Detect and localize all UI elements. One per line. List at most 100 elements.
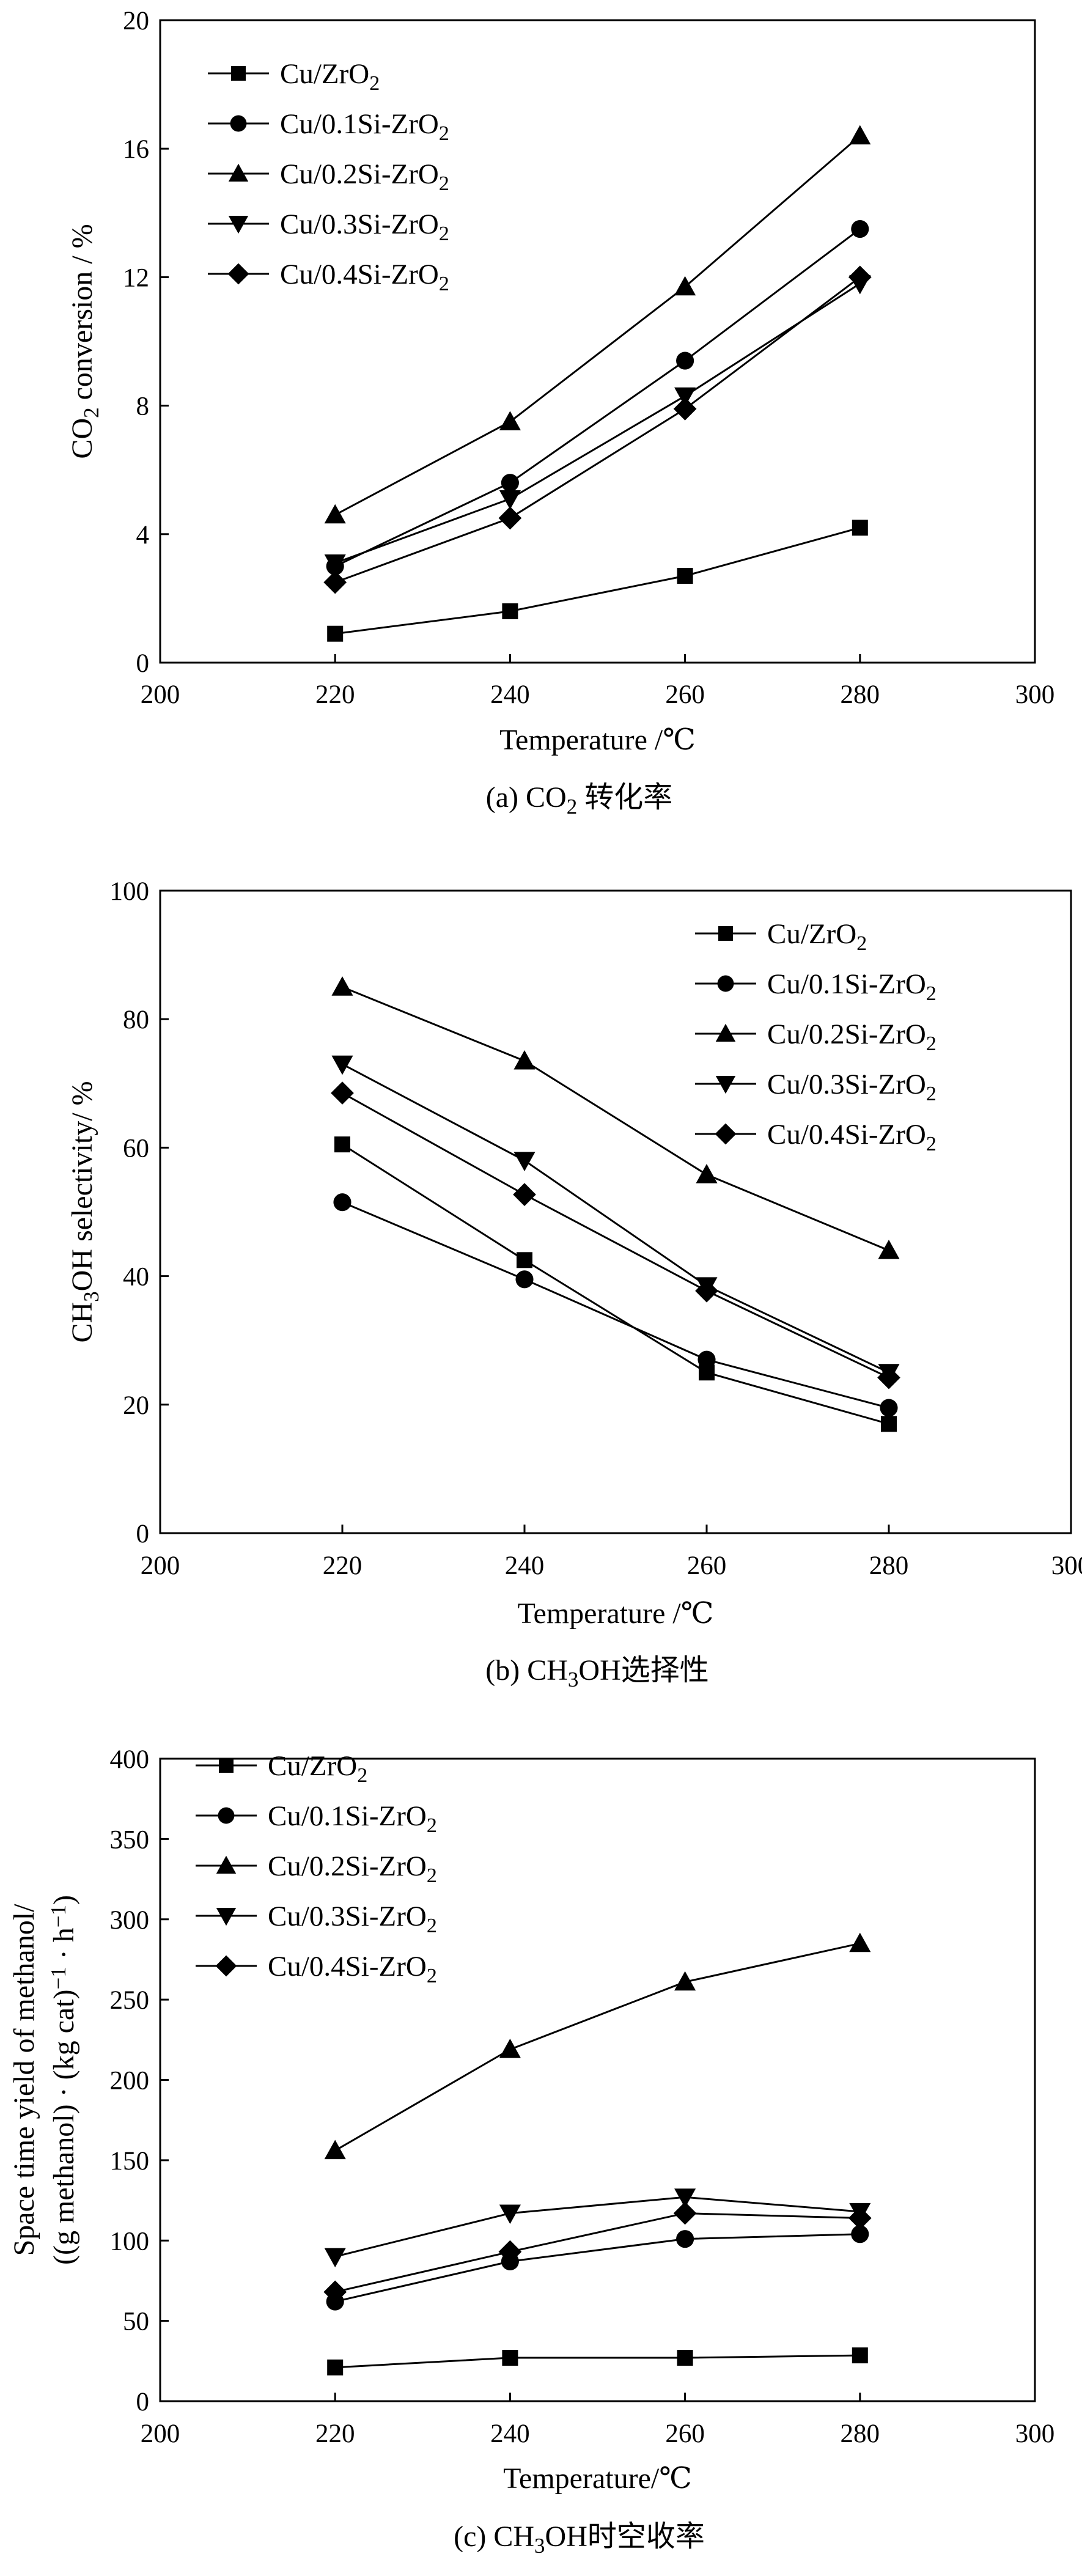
- x-axis-label: Temperature /℃: [518, 1597, 714, 1630]
- data-point: [677, 2350, 693, 2366]
- x-tick-label: 280: [869, 1551, 909, 1580]
- x-tick-label: 280: [841, 2420, 880, 2448]
- x-tick-label: 300: [1051, 1551, 1082, 1580]
- panel-caption: (a) CO2 转化率: [486, 781, 672, 819]
- legend-label: Cu/0.4Si-ZrO2: [767, 1119, 937, 1155]
- series-line: [342, 986, 889, 1251]
- y-tick-label: 350: [110, 1825, 150, 1854]
- data-point: [881, 1416, 897, 1432]
- data-point: [499, 490, 521, 510]
- y-tick-label: 0: [136, 1520, 150, 1548]
- x-tick-label: 240: [490, 680, 530, 709]
- data-point: [327, 2359, 344, 2375]
- data-point: [499, 411, 521, 430]
- y-tick-label: 200: [110, 2067, 150, 2096]
- series-4: [324, 2188, 871, 2268]
- data-point: [880, 1399, 898, 1417]
- y-tick-label: 50: [123, 2308, 149, 2336]
- y-tick-label: 80: [123, 1006, 149, 1034]
- x-tick-label: 260: [665, 680, 705, 709]
- x-tick-label: 300: [1015, 680, 1055, 709]
- x-tick-label: 300: [1015, 2420, 1055, 2448]
- legend-label: Cu/0.3Si-ZrO2: [268, 1901, 437, 1937]
- legend-marker: [227, 263, 249, 285]
- x-tick-label: 280: [841, 680, 880, 709]
- x-tick-label: 200: [141, 1551, 180, 1580]
- legend-label: Cu/0.3Si-ZrO2: [280, 208, 449, 245]
- legend-label: Cu/0.4Si-ZrO2: [268, 1951, 437, 1987]
- legend-label: Cu/ZrO2: [767, 918, 867, 955]
- series-3: [331, 976, 900, 1259]
- legend-marker: [717, 975, 734, 992]
- data-point: [502, 2350, 518, 2366]
- data-point: [849, 1932, 871, 1952]
- series-5: [331, 1081, 900, 1389]
- data-point: [513, 1152, 535, 1171]
- legend-label: Cu/0.1Si-ZrO2: [280, 108, 449, 145]
- chart-panel-3: 200 220 240 260 280 300 0 50 100 150 200 250 300 350 4…: [8, 1745, 1054, 2558]
- panel-caption: (b) CH3OH选择性: [485, 1654, 709, 1691]
- plot-frame: [159, 19, 1036, 664]
- data-point: [513, 1183, 536, 1206]
- data-point: [331, 976, 353, 996]
- data-point: [498, 506, 522, 530]
- y-axis-label: CO2 conversion / %: [66, 224, 103, 458]
- data-point: [696, 1163, 718, 1183]
- data-point: [324, 554, 346, 574]
- legend-marker: [216, 1908, 237, 1926]
- series-2: [333, 1193, 898, 1417]
- series-1: [327, 520, 868, 642]
- series-line: [342, 1092, 889, 1379]
- y-tick-label: 8: [136, 392, 150, 421]
- y-tick-label: 400: [110, 1745, 150, 1774]
- series-line: [342, 1063, 889, 1374]
- series-line: [334, 135, 861, 516]
- series-3: [324, 125, 871, 524]
- x-tick-label: 200: [141, 2420, 180, 2448]
- series-4: [324, 274, 871, 574]
- series-5: [323, 2201, 872, 2304]
- data-point: [331, 1081, 354, 1105]
- y-axis-label: Space time yield of methanol/: [8, 1904, 40, 2256]
- data-point: [676, 2230, 694, 2248]
- data-point: [501, 474, 519, 492]
- data-point: [498, 2240, 522, 2264]
- data-point: [851, 2225, 869, 2243]
- series-line: [334, 276, 861, 584]
- data-point: [674, 2188, 696, 2208]
- series-line: [334, 2196, 860, 2258]
- y-tick-label: 150: [110, 2147, 150, 2176]
- y-axis-label: CH3OH selectivity/ %: [66, 1081, 103, 1342]
- legend-label: Cu/0.4Si-ZrO2: [280, 259, 449, 295]
- legend-label: Cu/ZrO2: [268, 1750, 367, 1787]
- legend-marker: [215, 1955, 237, 1977]
- panel-caption: (c) CH3OH时空收率: [454, 2520, 705, 2558]
- chart-panel-2: 200 220 240 260 280 300 0 20 40 60 80 100 Temperatur…: [66, 877, 1082, 1691]
- data-point: [324, 504, 346, 524]
- series-line: [342, 1201, 889, 1409]
- data-point: [515, 1270, 534, 1289]
- data-point: [499, 2204, 521, 2225]
- x-axis-label: Temperature /℃: [499, 724, 696, 756]
- legend-marker: [715, 1076, 736, 1094]
- y-axis-label-units: ((g methanol) · (kg cat)−1 · h−1): [46, 1895, 80, 2265]
- data-point: [331, 1055, 353, 1075]
- series-1: [327, 2347, 868, 2375]
- y-tick-label: 100: [110, 877, 150, 906]
- data-point: [852, 520, 868, 536]
- y-tick-label: 12: [123, 263, 149, 292]
- series-1: [334, 1136, 897, 1432]
- data-point: [676, 351, 694, 370]
- x-tick-label: 220: [315, 2420, 355, 2448]
- x-tick-label: 240: [505, 1551, 545, 1580]
- y-tick-label: 20: [123, 1391, 149, 1420]
- plot-frame: [159, 889, 1072, 1534]
- y-tick-label: 4: [136, 521, 150, 550]
- data-point: [517, 1252, 532, 1268]
- legend-marker: [219, 1758, 234, 1773]
- data-point: [878, 1240, 900, 1259]
- x-tick-label: 240: [490, 2420, 530, 2448]
- chart-panel-1: 200 220 240 260 280 300 0 4 8 12 16 20 Temperature /…: [66, 7, 1054, 819]
- data-point: [849, 125, 871, 145]
